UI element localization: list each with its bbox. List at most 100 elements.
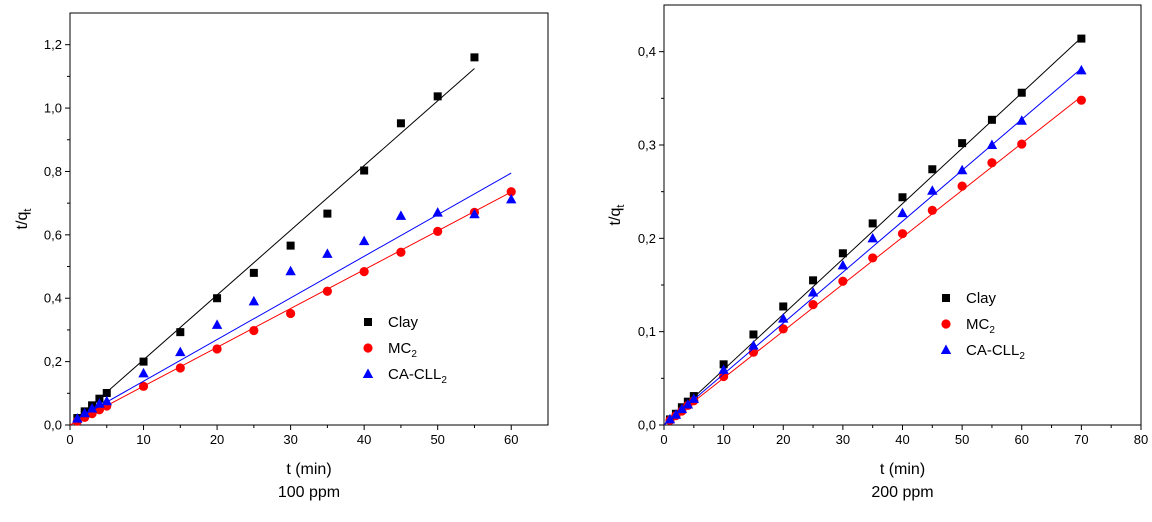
data-point	[432, 207, 443, 217]
data-point	[138, 381, 149, 391]
data-point	[664, 413, 676, 424]
data-point	[395, 210, 407, 220]
data-point	[139, 357, 148, 366]
x-tick-label: 20	[210, 432, 224, 447]
data-point	[927, 185, 938, 195]
x-tick-label: 0	[660, 432, 667, 447]
data-point	[958, 139, 967, 148]
x-tick-label: 60	[1015, 432, 1029, 447]
data-point	[779, 302, 788, 311]
data-point	[212, 344, 222, 354]
data-point	[285, 265, 296, 276]
y-tick-label: 1,0	[44, 101, 62, 116]
data-point	[1076, 95, 1086, 105]
data-point	[433, 92, 442, 101]
y-axis-title: t/qt	[607, 205, 627, 226]
data-point	[176, 328, 185, 337]
data-point	[676, 403, 688, 414]
data-point	[86, 403, 98, 413]
legend-label-main: MC	[966, 316, 989, 333]
data-point	[987, 158, 997, 168]
data-point	[286, 241, 295, 250]
legend-marker	[942, 294, 950, 302]
data-point	[506, 187, 516, 197]
series-ca-cll	[663, 64, 1087, 426]
legend-label-main: Clay	[966, 290, 997, 307]
legend-marker	[940, 344, 952, 354]
x-tick-label: 40	[895, 432, 909, 447]
data-point	[748, 347, 759, 357]
data-point	[322, 286, 332, 296]
data-point	[396, 247, 406, 257]
y-axis-title-subscript: t	[615, 205, 627, 208]
data-point	[898, 193, 907, 202]
fit-line	[663, 37, 1082, 426]
y-tick-label: 0,2	[44, 354, 62, 369]
panel-caption: 100 ppm	[278, 484, 340, 501]
data-point	[469, 208, 480, 219]
data-point	[360, 166, 369, 175]
y-tick-label: 0,3	[638, 138, 656, 153]
x-axis-title: t (min)	[880, 461, 925, 478]
data-point	[359, 267, 369, 277]
x-tick-label: 60	[504, 432, 518, 447]
data-point	[433, 226, 443, 236]
y-tick-label: 1,2	[44, 37, 62, 52]
data-point	[102, 388, 111, 397]
data-point	[867, 232, 878, 243]
data-point	[1016, 115, 1027, 125]
data-point	[175, 363, 185, 373]
data-point	[1076, 64, 1087, 75]
series-clay	[663, 34, 1086, 426]
data-point	[249, 325, 259, 336]
x-tick-label: 80	[1134, 432, 1148, 447]
legend-label-main: MC	[388, 340, 411, 357]
legend-label-subscript: 2	[411, 349, 417, 360]
data-point	[1017, 139, 1027, 149]
data-point	[838, 249, 847, 258]
data-point	[682, 398, 694, 409]
data-point	[1077, 34, 1086, 43]
legend-label-subscript: 2	[1019, 351, 1025, 362]
y-axis-title-main: t/q	[607, 208, 624, 226]
data-point	[986, 139, 998, 149]
y-tick-label: 0,6	[44, 227, 62, 242]
data-point	[213, 294, 222, 303]
data-point	[748, 340, 759, 350]
y-tick-label: 0,4	[638, 44, 656, 59]
series-ca-cll	[72, 172, 517, 423]
legend-label-main: CA-CLL	[388, 366, 441, 383]
legend-label-subscript: 2	[441, 375, 447, 386]
x-tick-label: 30	[283, 432, 297, 447]
data-point	[897, 207, 908, 218]
x-tick-label: 10	[136, 432, 150, 447]
legend-marker	[941, 319, 951, 329]
legend-marker	[363, 343, 373, 353]
data-point	[719, 371, 729, 382]
data-point	[249, 268, 258, 277]
chart-panel-1: 0 10 20 30 40 50 60 0,0 0,2 0,4 0,6 0,8 1,0 1,2 t (min…	[14, 12, 549, 501]
data-point	[286, 308, 296, 319]
data-point	[778, 324, 788, 334]
data-point	[778, 313, 789, 323]
data-point	[719, 360, 728, 369]
data-point	[868, 253, 878, 263]
y-tick-label: 0,0	[44, 418, 62, 433]
legend-marker	[362, 368, 374, 378]
data-point	[323, 209, 332, 218]
legend-label: MC2	[388, 340, 417, 360]
data-point	[927, 205, 937, 215]
data-point	[175, 346, 186, 357]
data-point	[868, 219, 877, 228]
data-point	[808, 300, 818, 310]
panel-caption: 200 ppm	[871, 484, 933, 501]
y-tick-label: 0,8	[44, 164, 62, 179]
data-point	[837, 259, 849, 270]
data-point	[809, 276, 818, 285]
data-point	[718, 364, 729, 374]
data-point	[956, 164, 968, 175]
y-tick-label: 0,2	[638, 231, 656, 246]
data-point	[72, 413, 83, 423]
